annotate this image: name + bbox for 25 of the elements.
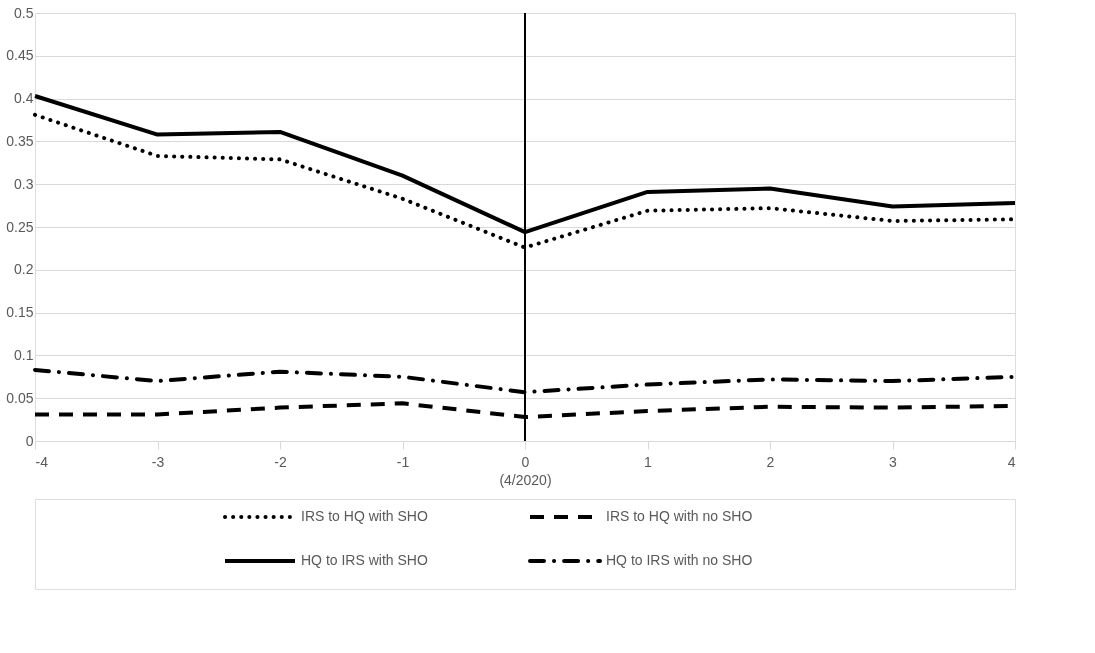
x-tick-label: -1 [396,453,410,470]
x-tick-label: 3 [889,453,898,470]
x-axis-title: (4/2020) [499,471,552,488]
y-tick-label: 0.3 [14,175,34,192]
x-tick-label: -4 [35,453,49,470]
y-tick-label: 0.05 [6,389,34,406]
x-tick-label: -2 [274,453,287,470]
x-tick-label: -3 [151,453,165,470]
legend-label: HQ to IRS with no SHO [606,552,753,568]
y-tick-label: 0.5 [14,4,34,21]
legend-label: HQ to IRS with SHO [301,552,428,568]
x-tick-label: 2 [766,453,775,470]
y-tick-label: 0.2 [14,261,34,278]
x-tick-label: 4 [1007,453,1016,470]
x-tick-label: 0 [521,453,530,470]
y-tick-label: 0.25 [6,218,34,235]
x-tick-label: 1 [644,453,653,470]
y-tick-label: 0.4 [14,90,34,107]
y-tick-label: 0.45 [6,47,34,64]
y-tick-label: 0.35 [6,132,34,149]
y-tick-label: 0.1 [14,346,34,363]
legend-label: IRS to HQ with SHO [301,508,428,524]
y-tick-label: 0 [25,432,34,449]
y-tick-label: 0.15 [6,304,34,321]
legend-label: IRS to HQ with no SHO [606,508,753,524]
